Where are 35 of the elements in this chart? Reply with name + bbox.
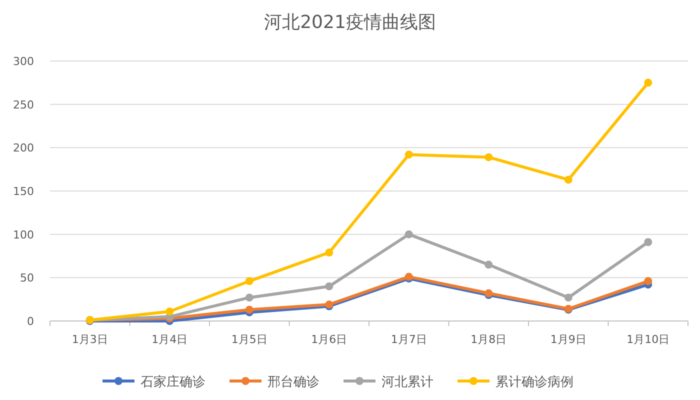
x-tick-label: 1月5日 (231, 333, 268, 346)
point (245, 277, 254, 286)
y-tick-label: 150 (13, 185, 34, 198)
point (564, 176, 572, 184)
x-tick-label: 1月10日 (626, 333, 670, 346)
legend-label: 累计确诊病例 (496, 375, 574, 390)
y-tick-label: 250 (13, 98, 34, 112)
point (644, 277, 652, 286)
chart-title: 河北2021疫情曲线图 (264, 12, 436, 33)
point (644, 238, 652, 246)
x-tick-label: 1月6日 (311, 333, 348, 346)
point (484, 153, 493, 162)
point (166, 307, 174, 316)
y-tick-label: 200 (13, 142, 34, 155)
x-tick-label: 1月7日 (390, 333, 427, 346)
point (404, 150, 413, 159)
point (325, 248, 334, 257)
point (245, 306, 254, 314)
x-tick-label: 1月8日 (470, 333, 507, 346)
x-tick-label: 1月3日 (72, 333, 108, 346)
point (245, 294, 254, 302)
point (325, 282, 334, 290)
y-tick-label: 0 (27, 315, 34, 328)
y-tick-label: 50 (20, 272, 34, 285)
point (404, 230, 413, 238)
legend-label: 邢台确诊 (268, 375, 320, 390)
x-tick-label: 1月4日 (152, 333, 188, 346)
point (564, 294, 572, 302)
y-tick-label: 300 (13, 55, 34, 68)
point (644, 78, 652, 87)
y-tick-label: 100 (13, 228, 34, 242)
legend-label: 石家庄确诊 (140, 374, 206, 390)
x-tick-label: 1月9日 (550, 333, 586, 346)
legend-label: 河北累计 (382, 375, 434, 390)
point (484, 260, 493, 269)
